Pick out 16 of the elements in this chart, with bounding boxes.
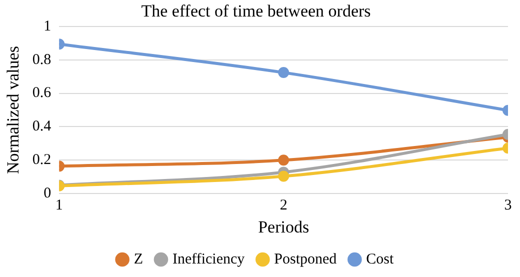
legend-label: Postponed [274, 251, 338, 268]
y-tick-label: 0.4 [32, 118, 52, 135]
y-tick-label: 0.6 [32, 85, 52, 102]
legend-label: Inefficiency [172, 251, 246, 268]
legend-label: Cost [366, 251, 395, 268]
x-tick-label: 1 [55, 198, 63, 214]
y-tick-label: 0.8 [32, 52, 52, 68]
x-axis-title: Periods [258, 217, 310, 236]
legend-label: Z [134, 251, 143, 268]
y-tick-label: 1 [44, 18, 52, 34]
y-tick-label: 0 [44, 186, 52, 202]
x-tick-label: 2 [280, 198, 288, 214]
y-axis-title: Normalized values [4, 46, 23, 174]
y-tick-label: 0.2 [32, 152, 52, 168]
chart-title: The effect of time between orders [141, 2, 371, 21]
x-tick-label: 3 [504, 198, 512, 214]
